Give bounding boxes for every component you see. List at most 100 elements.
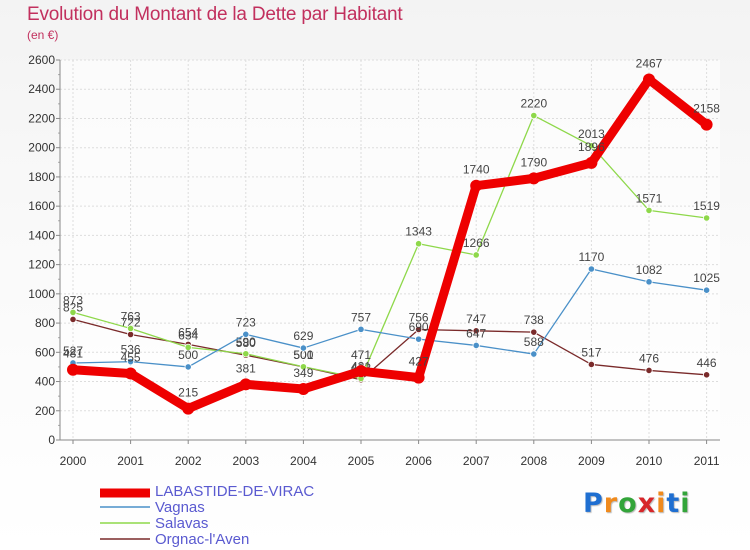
logo-letter: P <box>583 488 604 519</box>
logo-letter: i <box>656 488 667 519</box>
x-tick-label: 2006 <box>405 454 432 468</box>
data-label: 536 <box>121 343 141 357</box>
legend-label-orgnac: Orgnac-l'Aven <box>155 531 250 548</box>
legend-swatch-orgnac <box>100 538 150 540</box>
y-tick-label: 1800 <box>28 170 55 184</box>
data-point <box>184 343 192 351</box>
data-label: 690 <box>409 320 429 334</box>
data-label: 455 <box>121 351 141 365</box>
data-label: 476 <box>639 351 659 365</box>
data-point <box>702 286 711 294</box>
data-label: 634 <box>178 328 198 342</box>
data-label: 1170 <box>578 250 604 264</box>
y-tick-label: 1200 <box>28 258 55 272</box>
series-labastide-de-virac: 481 455 215 381 349 471 427 1740 1790 1896 2467 215… <box>63 56 720 415</box>
y-tick-label: 2600 <box>28 53 55 67</box>
data-point <box>299 363 307 371</box>
legend-swatch-labastide <box>100 488 150 498</box>
data-point <box>702 214 711 222</box>
data-point <box>414 240 423 248</box>
data-point <box>69 315 77 324</box>
series-salavas: 8737636345905014211343126622202013157115… <box>63 97 720 383</box>
y-tick-label: 800 <box>35 316 55 330</box>
data-label: 527 <box>63 344 83 358</box>
data-label: 2013 <box>578 127 605 141</box>
series-vagnas: 527 536 500 723 629 757 690 647 588 1170 1082 1025 <box>63 250 720 371</box>
logo-letter: x <box>637 488 657 519</box>
data-label: 580 <box>236 336 256 350</box>
x-tick-label: 2005 <box>348 454 375 468</box>
data-point <box>184 363 192 371</box>
data-point <box>299 344 307 352</box>
x-tick-label: 2011 <box>694 454 720 468</box>
data-point <box>127 358 135 366</box>
y-tick-label: 200 <box>35 404 55 418</box>
data-label: 629 <box>293 329 313 343</box>
data-label: 517 <box>581 345 601 359</box>
data-label: 501 <box>293 348 313 362</box>
data-label: 427 <box>409 355 429 369</box>
data-label: 1343 <box>405 225 432 239</box>
y-tick-label: 2200 <box>28 111 55 125</box>
x-tick-label: 2004 <box>290 454 317 468</box>
chart-title: Evolution du Montant de la Dette par Hab… <box>27 4 403 25</box>
legend-label-salavas: Salavas <box>155 515 209 532</box>
data-point <box>127 324 135 333</box>
y-tick-label: 1000 <box>28 287 55 301</box>
data-point <box>702 371 711 379</box>
x-tick-label: 2002 <box>175 454 202 468</box>
data-label: 738 <box>524 313 544 327</box>
data-point <box>527 172 540 185</box>
data-point <box>355 365 367 378</box>
legend-swatch-vagnas <box>100 506 150 508</box>
x-tick-label: 2007 <box>463 454 490 468</box>
data-label: 747 <box>466 312 486 326</box>
y-tick-label: 2000 <box>28 141 55 155</box>
legend-label-labastide: LABASTIDE-DE-VIRAC <box>155 483 315 500</box>
data-label: 1519 <box>693 199 720 213</box>
data-point <box>645 206 653 214</box>
data-point <box>67 363 79 376</box>
data-point <box>357 325 365 333</box>
data-label: 1025 <box>693 271 720 285</box>
logo-letter: t <box>666 488 681 519</box>
data-label: 1266 <box>463 236 490 250</box>
data-point <box>643 73 655 86</box>
data-label: 654 <box>178 325 198 339</box>
data-label: 722 <box>121 315 141 329</box>
data-label: 471 <box>351 348 371 362</box>
data-point <box>587 265 596 273</box>
data-point <box>472 327 480 335</box>
data-point <box>182 402 195 415</box>
data-label: 2467 <box>636 56 663 70</box>
data-label: 590 <box>236 335 256 349</box>
data-label: 1571 <box>636 191 663 205</box>
data-label: 381 <box>236 361 256 375</box>
y-tick-label: 1400 <box>28 228 55 242</box>
data-label: 1896 <box>578 140 605 154</box>
data-point <box>645 366 653 375</box>
data-label: 588 <box>524 335 544 349</box>
y-tick-label: 0 <box>48 433 55 447</box>
series-line <box>72 268 708 368</box>
data-point <box>414 325 423 334</box>
y-tick-label: 2400 <box>28 82 55 96</box>
data-label: 1740 <box>463 163 490 177</box>
data-point <box>530 111 538 120</box>
series-line <box>68 74 712 414</box>
data-point <box>69 308 77 317</box>
data-label: 2158 <box>693 102 720 116</box>
data-point <box>127 330 135 339</box>
legend-label-vagnas: Vagnas <box>155 499 205 516</box>
x-tick-label: 2008 <box>520 454 547 468</box>
data-point <box>530 350 538 358</box>
data-point <box>242 330 250 338</box>
logo-letter: i <box>680 488 691 519</box>
data-label: 1790 <box>520 155 547 169</box>
y-tick-label: 1600 <box>28 199 55 213</box>
x-tick-label: 2009 <box>578 454 605 468</box>
data-point <box>470 179 483 192</box>
data-label: 446 <box>697 356 717 370</box>
data-point <box>472 251 480 259</box>
